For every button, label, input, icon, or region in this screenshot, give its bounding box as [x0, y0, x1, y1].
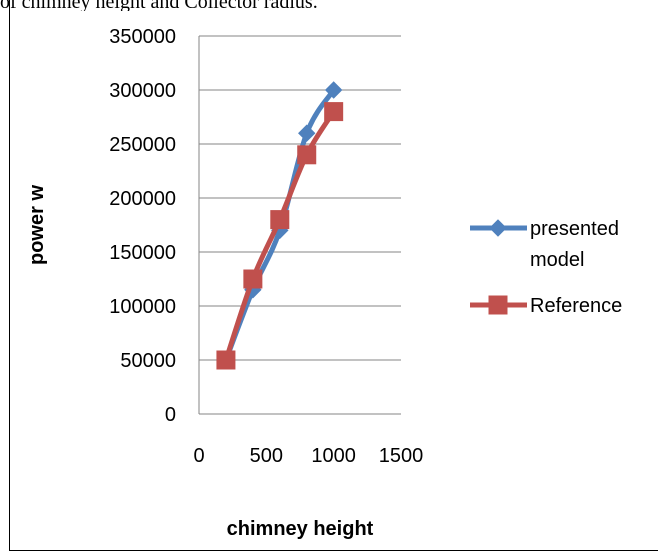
x-tick-labels: 0 500 1000 1500: [193, 445, 423, 467]
header-text-fragment: of chimney height and Collector radius.: [0, 0, 318, 11]
y-tick-label: 150000: [109, 242, 176, 264]
legend-item: presented model: [470, 218, 619, 271]
y-tick-label: 250000: [109, 134, 176, 156]
legend-item: Reference: [470, 295, 622, 317]
legend-label: presented: [530, 218, 619, 240]
data-point-square: [243, 269, 263, 289]
y-tick-label: 350000: [109, 26, 176, 48]
data-point-square: [324, 102, 344, 122]
legend-marker-square: [488, 295, 508, 315]
legend-label: Reference: [530, 295, 622, 317]
x-tick-label: 1500: [379, 445, 424, 467]
x-axis-title: chimney height: [227, 518, 374, 540]
data-point-diamond: [298, 124, 316, 142]
y-tick-labels: 0 50000 100000 150000 200000 250000 300000 3500…: [109, 26, 176, 426]
data-point-square: [297, 145, 317, 165]
legend: presented model Reference: [470, 218, 622, 317]
data-point-square: [216, 350, 236, 370]
y-tick-label: 100000: [109, 296, 176, 318]
y-tick-label: 200000: [109, 188, 176, 210]
x-tick-label: 1000: [311, 445, 356, 467]
legend-label: model: [530, 249, 584, 271]
legend-marker-diamond: [489, 219, 507, 237]
data-point-diamond: [324, 81, 343, 99]
y-axis-title: power w: [26, 185, 48, 265]
x-tick-label: 500: [250, 445, 283, 467]
series-group: [216, 81, 344, 370]
y-tick-label: 0: [165, 404, 176, 426]
data-point-square: [270, 210, 290, 230]
y-tick-label: 300000: [109, 80, 176, 102]
series-reference: [216, 102, 344, 370]
y-tick-label: 50000: [120, 350, 176, 372]
x-tick-label: 0: [193, 445, 204, 467]
